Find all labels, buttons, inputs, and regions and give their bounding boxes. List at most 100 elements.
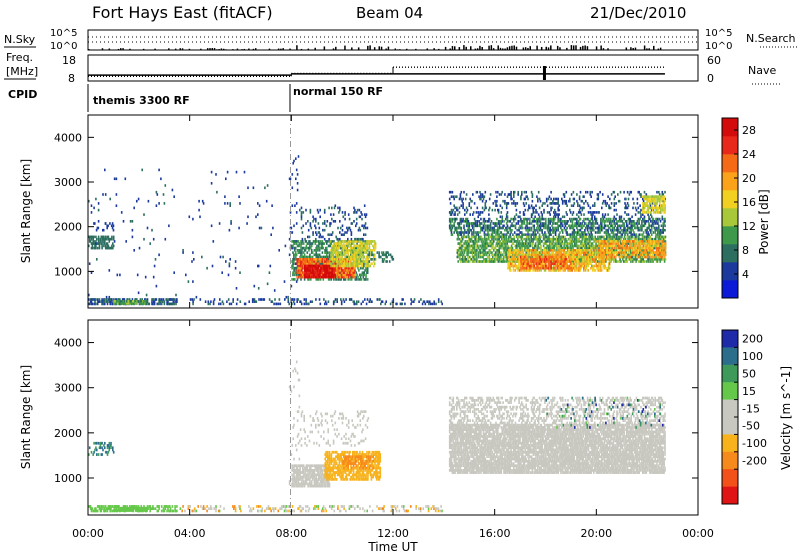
power-cell <box>605 240 607 243</box>
power-cell <box>305 260 307 263</box>
power-cell <box>484 235 486 239</box>
power-cell <box>549 242 552 245</box>
power-cell <box>300 215 303 219</box>
power-cell <box>545 226 547 230</box>
power-cell <box>603 224 606 228</box>
power-cell <box>607 258 610 261</box>
power-cell <box>629 231 632 234</box>
power-cell <box>487 233 489 236</box>
power-cell <box>115 298 118 301</box>
power-cell <box>539 235 541 239</box>
power-cell <box>655 220 657 223</box>
power-cell <box>326 253 328 257</box>
power-cell <box>510 228 512 232</box>
power-cell <box>336 251 339 254</box>
power-cell <box>265 199 268 203</box>
power-cell <box>518 226 520 230</box>
power-cell <box>328 255 331 259</box>
power-cell <box>312 215 314 219</box>
power-cell <box>485 244 488 248</box>
power-cell <box>476 224 479 228</box>
power-cell <box>88 298 90 301</box>
power-cell <box>309 258 312 261</box>
power-cell <box>545 235 548 239</box>
power-cell <box>460 226 463 230</box>
power-cell <box>550 242 553 245</box>
power-cell <box>574 235 576 239</box>
nsky-bar <box>129 48 131 50</box>
power-cell <box>365 273 367 277</box>
power-cell <box>573 260 575 263</box>
power-cell <box>471 235 474 239</box>
power-cell <box>477 231 479 234</box>
power-cell <box>158 168 160 172</box>
power-cell <box>334 246 337 250</box>
power-cell <box>308 273 311 277</box>
power-cell <box>319 271 321 274</box>
power-cell <box>578 237 580 241</box>
power-cell <box>228 262 231 265</box>
power-cell <box>578 244 580 248</box>
power-cell <box>530 253 532 257</box>
power-cell <box>154 298 157 301</box>
power-cell <box>506 249 508 252</box>
power-cell <box>544 246 547 250</box>
power-cell <box>424 302 427 306</box>
power-cell <box>332 275 335 279</box>
power-cell <box>338 264 340 268</box>
power-cell <box>655 226 657 230</box>
power-cell <box>277 302 280 306</box>
power-cell <box>319 240 322 243</box>
power-cell <box>473 217 476 221</box>
power-cell <box>142 302 145 305</box>
power-cell <box>461 249 463 252</box>
power-cell <box>622 228 624 232</box>
power-cell <box>348 273 350 277</box>
power-cell <box>102 242 104 245</box>
power-cell <box>316 258 318 261</box>
power-cell <box>102 302 104 306</box>
power-cell <box>336 271 338 274</box>
power-cell <box>357 251 360 254</box>
power-cell <box>591 235 594 239</box>
power-cell <box>339 262 341 265</box>
power-cell <box>572 244 574 248</box>
power-cell <box>351 246 354 250</box>
power-cell <box>294 266 296 270</box>
nsky-bar <box>314 47 316 50</box>
power-cell <box>567 220 569 223</box>
power-cell <box>513 224 515 228</box>
power-cell <box>569 217 571 221</box>
power-cell <box>456 226 458 230</box>
power-cell <box>552 231 554 234</box>
power-cell <box>485 246 488 250</box>
power-cell <box>657 220 659 223</box>
power-cell <box>295 266 298 270</box>
nsky-bar <box>449 48 451 50</box>
power-cell <box>319 275 321 279</box>
power-cell <box>307 262 309 265</box>
power-cell <box>494 237 497 241</box>
power-cell <box>358 255 361 259</box>
power-cell <box>366 258 369 261</box>
power-cell <box>476 253 478 257</box>
power-cell <box>318 235 321 239</box>
power-cell <box>582 235 584 239</box>
power-cell <box>613 258 615 261</box>
power-cell <box>328 266 330 270</box>
power-cell <box>521 235 524 239</box>
power-cell <box>128 298 131 301</box>
power-cell <box>614 258 616 261</box>
power-cell <box>617 228 620 232</box>
power-cell <box>461 240 463 243</box>
power-cell <box>547 220 550 223</box>
nsky-bar <box>300 48 303 50</box>
power-cell <box>505 233 508 236</box>
cpid-label: CPID <box>8 88 37 101</box>
power-cell <box>122 300 124 303</box>
power-cell <box>599 224 601 228</box>
power-cell <box>343 246 346 250</box>
power-cell <box>622 260 625 263</box>
power-cell <box>461 258 463 261</box>
power-cell <box>297 244 300 248</box>
